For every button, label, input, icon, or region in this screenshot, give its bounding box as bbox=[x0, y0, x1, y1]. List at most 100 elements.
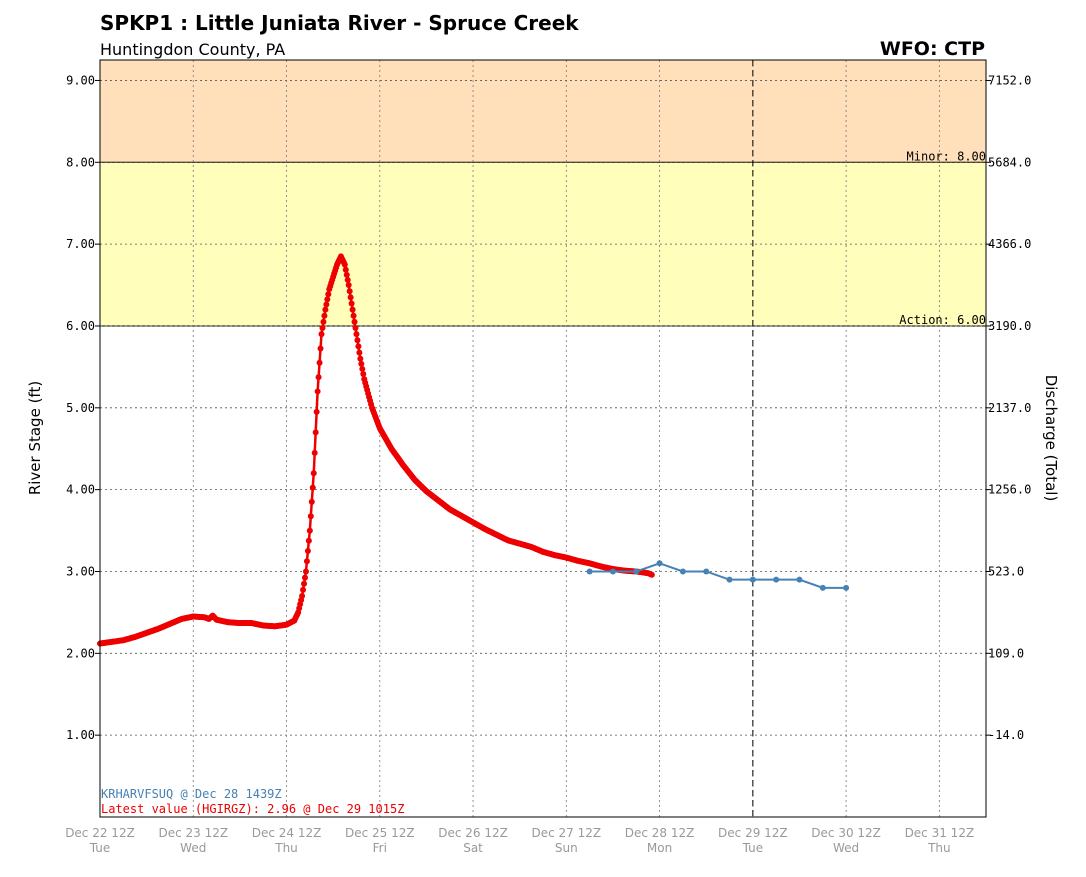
forecast-issued-note: KRHARVFSUQ @ Dec 28 1439Z bbox=[101, 787, 282, 801]
observed-point bbox=[358, 360, 365, 367]
forecast-point bbox=[773, 576, 780, 583]
y-tick-label: 5.00 bbox=[66, 401, 95, 415]
observed-point bbox=[350, 312, 357, 319]
y-tick-label: 2.00 bbox=[66, 646, 95, 660]
x-tick-label: Dec 31 12Z bbox=[905, 826, 975, 840]
observed-point bbox=[344, 276, 351, 283]
forecast-point bbox=[703, 568, 710, 575]
forecast-point bbox=[656, 560, 663, 567]
observed-point bbox=[359, 365, 366, 372]
observed-point bbox=[347, 294, 354, 301]
x-tick-day-label: Sat bbox=[463, 841, 483, 855]
x-tick-day-label: Tue bbox=[89, 841, 111, 855]
observed-point bbox=[322, 306, 329, 313]
x-tick-day-label: Thu bbox=[927, 841, 951, 855]
x-tick-day-label: Fri bbox=[373, 841, 387, 855]
observed-point bbox=[343, 271, 350, 278]
data-series bbox=[97, 253, 850, 647]
observed-point bbox=[316, 359, 323, 366]
observed-point bbox=[317, 345, 324, 352]
observed-point bbox=[313, 408, 320, 415]
observed-point bbox=[346, 288, 353, 295]
x-tick-label: Dec 28 12Z bbox=[625, 826, 695, 840]
y-tick-label: 4.00 bbox=[66, 483, 95, 497]
y-right-tick-label: 2137.0 bbox=[988, 401, 1031, 415]
observed-point bbox=[353, 331, 360, 338]
observed-point bbox=[300, 586, 307, 593]
x-tick-label: Dec 23 12Z bbox=[158, 826, 228, 840]
observed-point bbox=[648, 571, 655, 578]
observed-point bbox=[325, 291, 332, 298]
y-right-tick-label: 3190.0 bbox=[988, 319, 1031, 333]
observed-point bbox=[301, 574, 308, 581]
x-tick-label: Dec 27 12Z bbox=[532, 826, 602, 840]
observed-point bbox=[355, 343, 362, 350]
observed-point bbox=[308, 498, 315, 505]
x-tick-day-label: Mon bbox=[647, 841, 672, 855]
y-axis-ticks: 1.00 2.00 3.00 4.00 5.00 6.00 7.00 8.00 9.00 bbox=[66, 73, 100, 742]
y-axis-label: River Stage (ft) bbox=[26, 381, 44, 495]
observed-point bbox=[301, 580, 308, 587]
forecast-point bbox=[749, 576, 756, 583]
forecast-point bbox=[819, 584, 826, 591]
observed-point bbox=[310, 470, 317, 477]
x-tick-day-label: Thu bbox=[274, 841, 298, 855]
observed-point bbox=[324, 296, 331, 303]
observed-point bbox=[360, 371, 367, 378]
chart-title: SPKP1 : Little Juniata River - Spruce Cr… bbox=[100, 11, 579, 35]
y-right-tick-label: 4366.0 bbox=[988, 237, 1031, 251]
y-axis-right-label: Discharge (Total) bbox=[1042, 375, 1060, 502]
forecast-point bbox=[679, 568, 686, 575]
y-right-tick-label: 523.0 bbox=[988, 564, 1024, 578]
x-tick-day-label: Tue bbox=[742, 841, 764, 855]
observed-point bbox=[309, 484, 316, 491]
y-tick-label: 9.00 bbox=[66, 73, 95, 87]
x-tick-label: Dec 29 12Z bbox=[718, 826, 788, 840]
observed-point bbox=[304, 548, 311, 555]
x-tick-label: Dec 26 12Z bbox=[438, 826, 508, 840]
y-tick-label: 7.00 bbox=[66, 237, 95, 251]
observed-point bbox=[357, 355, 364, 362]
observed-point bbox=[302, 568, 309, 575]
y-tick-label: 6.00 bbox=[66, 319, 95, 333]
observed-point bbox=[341, 261, 348, 268]
y-right-tick-label: 5684.0 bbox=[988, 155, 1031, 169]
observed-point bbox=[342, 266, 349, 273]
observed-point bbox=[321, 312, 328, 319]
forecast-point bbox=[586, 568, 593, 575]
x-tick-day-label: Wed bbox=[180, 841, 206, 855]
y-right-tick-label: 1256.0 bbox=[988, 483, 1031, 497]
y-tick-label: 3.00 bbox=[66, 564, 95, 578]
observed-point bbox=[314, 388, 321, 395]
observed-point bbox=[348, 300, 355, 307]
x-tick-label: Dec 25 12Z bbox=[345, 826, 415, 840]
latest-value-note: Latest value (HGIRGZ): 2.96 @ Dec 29 101… bbox=[101, 802, 404, 816]
flood-band bbox=[100, 60, 986, 163]
y-axis-right-ticks: -14.0 109.0 523.0 1256.0 2137.0 3190.0 4366.0 5… bbox=[986, 73, 1031, 742]
x-tick-day-label: Wed bbox=[833, 841, 859, 855]
forecast-line bbox=[589, 562, 847, 589]
observed-point bbox=[356, 349, 363, 356]
flood-labels: Action: 6.00 Minor: 8.00 bbox=[899, 149, 986, 327]
forecast-point bbox=[796, 576, 803, 583]
y-right-tick-label: 7152.0 bbox=[988, 73, 1031, 87]
observed-point bbox=[319, 325, 326, 332]
observed-point bbox=[354, 337, 361, 344]
flood-label: Minor: 8.00 bbox=[907, 149, 986, 163]
observed-point bbox=[320, 318, 327, 325]
observed-point bbox=[299, 593, 306, 600]
flood-bands bbox=[100, 60, 986, 327]
forecast-point bbox=[726, 576, 733, 583]
y-tick-label: 8.00 bbox=[66, 155, 95, 169]
x-tick-label: Dec 22 12Z bbox=[65, 826, 135, 840]
x-tick-label: Dec 24 12Z bbox=[252, 826, 322, 840]
y-tick-label: 1.00 bbox=[66, 728, 95, 742]
flood-label: Action: 6.00 bbox=[899, 313, 986, 327]
observed-point bbox=[315, 374, 322, 381]
chart-subtitle: Huntingdon County, PA bbox=[100, 40, 285, 59]
flood-band bbox=[100, 162, 986, 326]
x-tick-label: Dec 30 12Z bbox=[811, 826, 881, 840]
observed-point bbox=[349, 306, 356, 313]
observed-point bbox=[351, 318, 358, 325]
